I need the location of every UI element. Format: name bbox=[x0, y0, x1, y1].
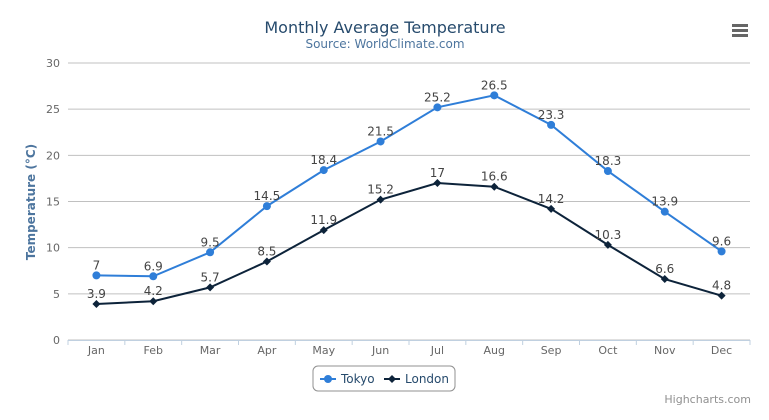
data-point[interactable] bbox=[603, 240, 612, 249]
chart-title: Monthly Average Temperature bbox=[264, 18, 505, 37]
x-tick-label: Mar bbox=[200, 344, 221, 357]
data-label: 18.3 bbox=[595, 154, 622, 168]
data-point[interactable] bbox=[92, 271, 101, 280]
data-point[interactable] bbox=[433, 103, 442, 112]
x-tick-label: May bbox=[312, 344, 335, 357]
data-point[interactable] bbox=[92, 299, 101, 308]
x-tick-label: Nov bbox=[654, 344, 676, 357]
data-point[interactable] bbox=[717, 291, 726, 300]
data-point[interactable] bbox=[376, 137, 385, 146]
y-tick-label: 0 bbox=[53, 334, 60, 347]
data-label: 10.3 bbox=[595, 228, 622, 242]
data-point[interactable] bbox=[660, 275, 669, 284]
y-tick-label: 20 bbox=[46, 149, 60, 162]
x-tick-label: Jul bbox=[430, 344, 444, 357]
data-label: 4.8 bbox=[712, 279, 731, 293]
data-point[interactable] bbox=[433, 179, 442, 188]
data-label: 5.7 bbox=[201, 270, 220, 284]
data-label: 11.9 bbox=[310, 213, 337, 227]
series-tokyo: 7 6.9 9.5 14.5 18.4 21.5 25.2 26.5 23.3 18.3 13.9 9… bbox=[92, 78, 731, 281]
legend-label-london: London bbox=[405, 372, 449, 386]
data-point[interactable] bbox=[319, 166, 328, 175]
data-label: 16.6 bbox=[481, 170, 508, 184]
data-label: 26.5 bbox=[481, 78, 508, 92]
series-london: 3.9 4.2 5.7 8.5 11.9 15.2 17 16.6 14.2 10.3 6.6 4.8 bbox=[87, 166, 731, 308]
data-point[interactable] bbox=[547, 204, 556, 213]
data-point[interactable] bbox=[149, 297, 158, 306]
data-label: 25.2 bbox=[424, 90, 451, 104]
y-tick-label: 15 bbox=[46, 196, 60, 209]
data-point[interactable] bbox=[376, 195, 385, 204]
data-point[interactable] bbox=[262, 257, 271, 266]
data-point[interactable] bbox=[717, 247, 726, 256]
data-point[interactable] bbox=[547, 120, 556, 129]
data-label: 14.2 bbox=[538, 192, 565, 206]
data-label: 23.3 bbox=[538, 108, 565, 122]
credits-link[interactable]: Highcharts.com bbox=[664, 393, 751, 406]
data-point[interactable] bbox=[603, 167, 612, 176]
series: 7 6.9 9.5 14.5 18.4 21.5 25.2 26.5 23.3 18.3 13.9 9… bbox=[87, 78, 731, 308]
x-tick-label: Jun bbox=[371, 344, 389, 357]
data-point[interactable] bbox=[490, 182, 499, 191]
data-point[interactable] bbox=[490, 91, 499, 100]
hamburger-menu-icon[interactable] bbox=[730, 20, 752, 40]
grid bbox=[68, 62, 750, 341]
data-label: 14.5 bbox=[254, 189, 281, 203]
x-tick-label: Feb bbox=[144, 344, 163, 357]
data-point[interactable] bbox=[660, 207, 669, 216]
legend-item-london[interactable]: London bbox=[384, 372, 449, 386]
x-tick-label: Sep bbox=[541, 344, 562, 357]
y-tick-label: 30 bbox=[46, 57, 60, 70]
y-axis-title: Temperature (°C) bbox=[24, 144, 38, 260]
data-label: 6.6 bbox=[655, 262, 674, 276]
y-tick-label: 10 bbox=[46, 242, 60, 255]
legend-item-tokyo[interactable]: Tokyo bbox=[320, 372, 375, 386]
legend-label-tokyo: Tokyo bbox=[340, 372, 375, 386]
data-point[interactable] bbox=[319, 226, 328, 235]
data-point[interactable] bbox=[149, 272, 158, 281]
data-label: 13.9 bbox=[651, 195, 678, 209]
data-label: 21.5 bbox=[367, 124, 394, 138]
data-label: 9.6 bbox=[712, 234, 731, 248]
data-label: 6.9 bbox=[144, 259, 163, 273]
x-tick-label: Jan bbox=[87, 344, 105, 357]
x-tick-label: Oct bbox=[598, 344, 618, 357]
data-point[interactable] bbox=[262, 202, 271, 211]
data-label: 3.9 bbox=[87, 287, 106, 301]
chart-subtitle: Source: WorldClimate.com bbox=[305, 37, 464, 51]
data-label: 4.2 bbox=[144, 284, 163, 298]
data-point[interactable] bbox=[206, 283, 215, 292]
x-tick-label: Dec bbox=[711, 344, 732, 357]
data-label: 17 bbox=[430, 166, 445, 180]
data-label: 15.2 bbox=[367, 183, 394, 197]
series-line bbox=[96, 182, 722, 305]
x-tick-label: Aug bbox=[484, 344, 505, 357]
data-label: 8.5 bbox=[257, 245, 276, 259]
legend: Tokyo London bbox=[312, 365, 456, 392]
series-line bbox=[96, 94, 723, 278]
data-label: 7 bbox=[93, 258, 101, 272]
data-label: 9.5 bbox=[201, 235, 220, 249]
y-tick-label: 25 bbox=[46, 103, 60, 116]
x-tick-label: Apr bbox=[257, 344, 277, 357]
y-tick-label: 5 bbox=[53, 288, 60, 301]
data-point[interactable] bbox=[206, 248, 215, 257]
data-label: 18.4 bbox=[310, 153, 337, 167]
axes: 0 5 10 15 20 25 30 Jan Feb Mar Apr May Jun Jul Aug Sep O… bbox=[46, 57, 751, 357]
